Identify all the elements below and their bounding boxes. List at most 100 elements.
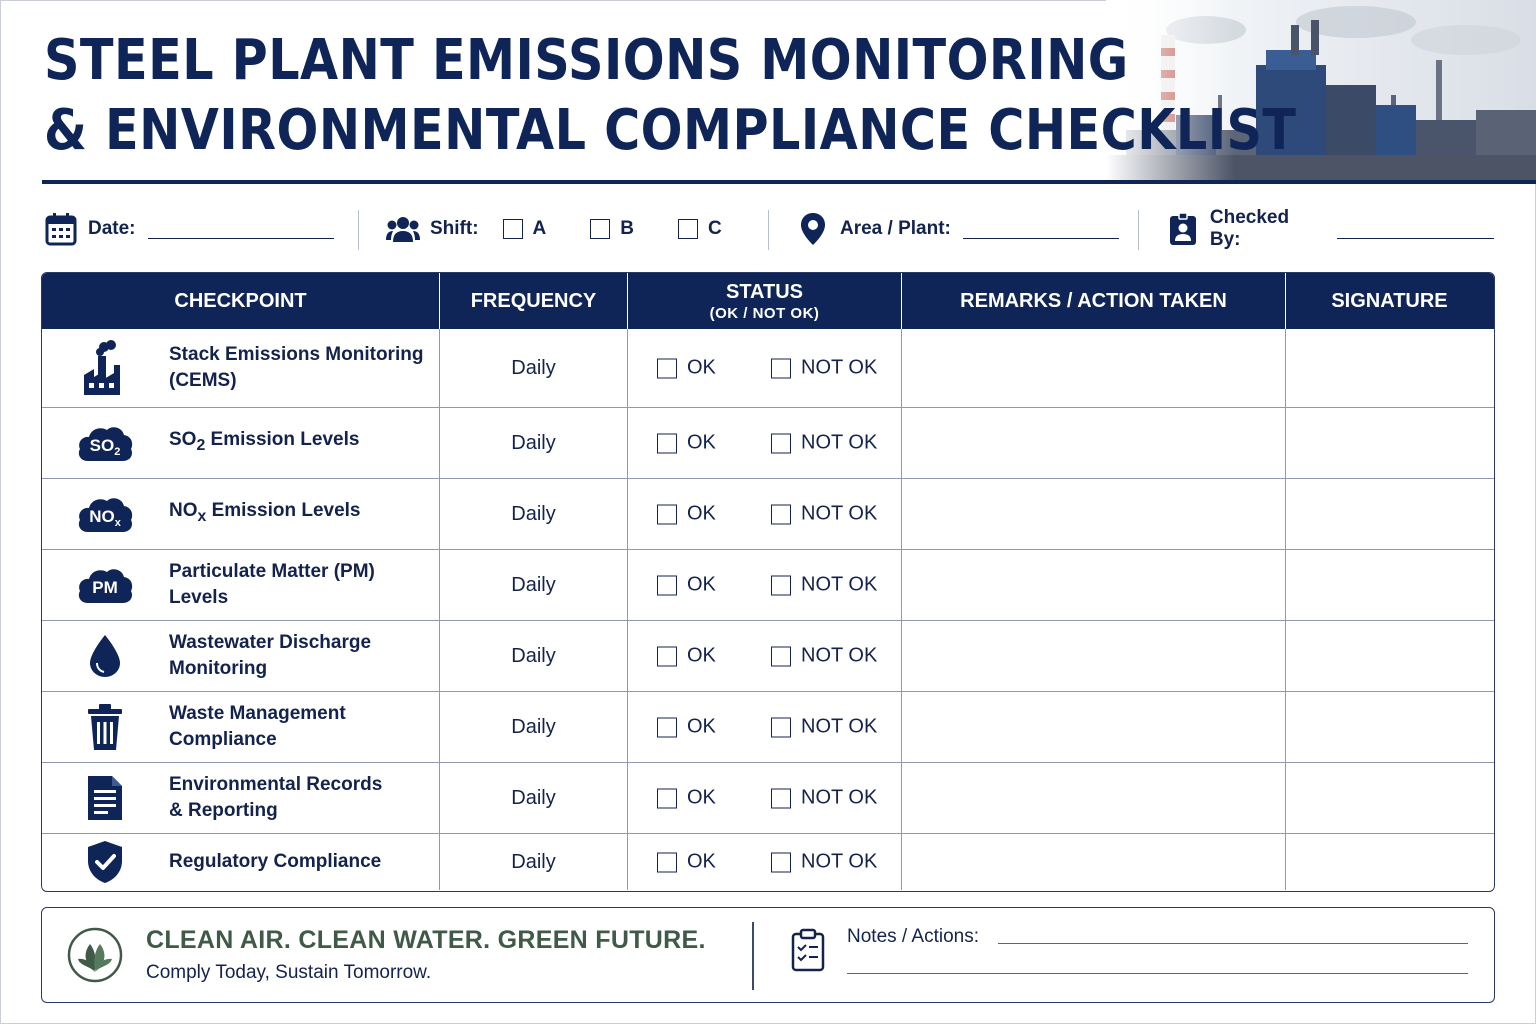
remarks-cell[interactable] (902, 692, 1286, 762)
signature-cell[interactable] (1286, 479, 1493, 549)
checkpoint-cell: NOx NOx Emission Levels (42, 479, 440, 549)
remarks-cell[interactable] (902, 550, 1286, 620)
remarks-cell[interactable] (902, 408, 1286, 478)
shift-c-checkbox[interactable] (678, 219, 699, 239)
status-not-ok-option[interactable]: NOT OK (771, 716, 877, 739)
signature-cell[interactable] (1286, 692, 1493, 762)
ok-checkbox[interactable] (657, 504, 677, 524)
water-drop-icon (72, 626, 138, 686)
shift-option-c[interactable]: C (678, 218, 722, 240)
status-ok-option[interactable]: OK (657, 503, 716, 526)
date-field: Date: (44, 206, 334, 252)
status-not-ok-option[interactable]: NOT OK (771, 851, 877, 874)
date-input-line[interactable] (147, 219, 334, 239)
checkpoint-cell: Stack Emissions Monitoring (CEMS) (42, 329, 440, 407)
not-ok-label: NOT OK (801, 715, 878, 738)
shift-option-a[interactable]: A (502, 218, 546, 240)
signature-cell[interactable] (1286, 763, 1493, 833)
area-input-line[interactable] (962, 219, 1119, 239)
date-label: Date: (88, 218, 136, 239)
checked-by-input-line[interactable] (1336, 219, 1494, 239)
header-signature-label: SIGNATURE (1331, 289, 1448, 312)
not-ok-checkbox[interactable] (771, 852, 791, 872)
remarks-cell[interactable] (902, 479, 1286, 549)
status-ok-option[interactable]: OK (657, 787, 716, 810)
header-status: STATUS (OK / NOT OK) (628, 273, 902, 329)
frequency-cell: Daily (440, 621, 628, 691)
ok-checkbox[interactable] (657, 852, 677, 872)
status-ok-option[interactable]: OK (657, 851, 716, 874)
nox-cloud-icon: NOx (72, 484, 138, 544)
not-ok-label: NOT OK (801, 431, 878, 454)
not-ok-checkbox[interactable] (771, 788, 791, 808)
not-ok-checkbox[interactable] (771, 646, 791, 666)
signature-cell[interactable] (1286, 621, 1493, 691)
shift-label: Shift: (430, 218, 479, 239)
status-cell: OK NOT OK (628, 329, 902, 407)
status-not-ok-option[interactable]: NOT OK (771, 574, 877, 597)
ok-checkbox[interactable] (657, 717, 677, 737)
ok-checkbox[interactable] (657, 575, 677, 595)
pm-cloud-icon: PM (72, 555, 138, 615)
ok-checkbox[interactable] (657, 358, 677, 378)
signature-cell[interactable] (1286, 408, 1493, 478)
header-signature: SIGNATURE (1286, 273, 1493, 329)
status-cell: OK NOT OK (628, 763, 902, 833)
signature-cell[interactable] (1286, 329, 1493, 407)
not-ok-label: NOT OK (801, 502, 878, 525)
remarks-cell[interactable] (902, 763, 1286, 833)
meta-divider (1138, 210, 1139, 250)
status-ok-option[interactable]: OK (657, 645, 716, 668)
header-checkpoint-label: CHECKPOINT (174, 289, 307, 312)
remarks-cell[interactable] (902, 834, 1286, 890)
location-pin-icon (796, 212, 830, 246)
notes-input-line-1[interactable] (998, 943, 1468, 944)
shift-option-b[interactable]: B (590, 218, 634, 240)
shield-check-icon (72, 832, 138, 891)
page-title: STEEL PLANT EMISSIONS MONITORING & ENVIR… (44, 26, 1296, 166)
status-not-ok-option[interactable]: NOT OK (771, 503, 877, 526)
ok-checkbox[interactable] (657, 646, 677, 666)
ok-label: OK (687, 786, 716, 809)
signature-cell[interactable] (1286, 550, 1493, 620)
area-field: Area / Plant: (796, 206, 1119, 252)
not-ok-checkbox[interactable] (771, 433, 791, 453)
remarks-cell[interactable] (902, 329, 1286, 407)
checkpoint-label: Environmental Records & Reporting (169, 774, 383, 821)
ok-checkbox[interactable] (657, 433, 677, 453)
status-not-ok-option[interactable]: NOT OK (771, 787, 877, 810)
status-not-ok-option[interactable]: NOT OK (771, 645, 877, 668)
ok-label: OK (687, 431, 716, 454)
frequency-cell: Daily (440, 550, 628, 620)
ok-checkbox[interactable] (657, 788, 677, 808)
status-cell: OK NOT OK (628, 479, 902, 549)
status-not-ok-option[interactable]: NOT OK (771, 357, 877, 380)
team-icon (386, 212, 420, 246)
shift-a-checkbox[interactable] (502, 219, 523, 239)
clipboard-icon (790, 928, 826, 972)
remarks-cell[interactable] (902, 621, 1286, 691)
status-cell: OK NOT OK (628, 834, 902, 890)
checkpoint-cell: PM Particulate Matter (PM) Levels (42, 550, 440, 620)
notes-input-line-2[interactable] (847, 973, 1468, 974)
checkpoint-cell: Wastewater Discharge Monitoring (42, 621, 440, 691)
table-row: Stack Emissions Monitoring (CEMS) Daily OK N… (42, 329, 1494, 407)
not-ok-checkbox[interactable] (771, 575, 791, 595)
status-ok-option[interactable]: OK (657, 716, 716, 739)
frequency-cell: Daily (440, 834, 628, 890)
not-ok-checkbox[interactable] (771, 504, 791, 524)
status-ok-option[interactable]: OK (657, 574, 716, 597)
signature-cell[interactable] (1286, 834, 1493, 890)
checklist-table: CHECKPOINT FREQUENCY STATUS (OK / NOT OK… (41, 272, 1495, 892)
not-ok-checkbox[interactable] (771, 358, 791, 378)
frequency-value: Daily (511, 850, 556, 873)
shift-b-checkbox[interactable] (590, 219, 611, 239)
not-ok-label: NOT OK (801, 356, 878, 379)
header-frequency: FREQUENCY (440, 273, 628, 329)
not-ok-checkbox[interactable] (771, 717, 791, 737)
status-ok-option[interactable]: OK (657, 432, 716, 455)
status-ok-option[interactable]: OK (657, 357, 716, 380)
status-not-ok-option[interactable]: NOT OK (771, 432, 877, 455)
svg-text:SO2: SO2 (90, 436, 121, 458)
frequency-value: Daily (511, 431, 556, 454)
